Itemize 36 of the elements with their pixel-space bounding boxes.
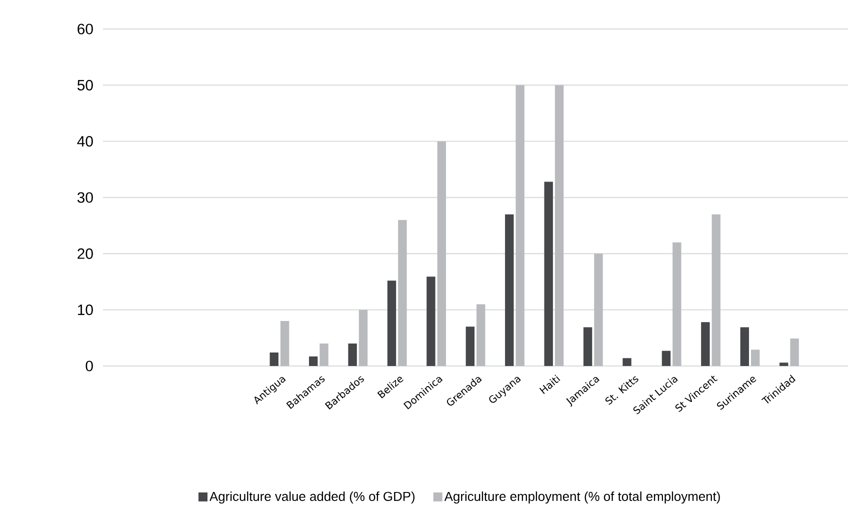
bar	[516, 85, 524, 366]
bar	[505, 214, 514, 366]
y-tick-label: 40	[77, 136, 93, 147]
bar	[398, 220, 407, 366]
bar	[583, 327, 592, 366]
y-tick-label: 60	[78, 24, 93, 34]
bar	[320, 344, 328, 366]
bar	[358, 310, 368, 366]
y-tick-label: 10	[78, 304, 93, 316]
bar	[712, 214, 720, 366]
bar	[662, 350, 671, 366]
bar	[554, 85, 564, 366]
bar	[701, 322, 710, 366]
bar	[750, 350, 760, 366]
bar	[740, 327, 749, 366]
bar	[622, 358, 632, 366]
bar	[387, 280, 396, 366]
bar	[270, 352, 278, 366]
y-tick-label: 50	[77, 80, 93, 90]
bar	[308, 356, 318, 366]
legend-label: Agriculture value added (% of GDP)	[210, 491, 415, 504]
bar	[466, 326, 475, 366]
bar	[426, 276, 436, 366]
y-tick-label: 30	[77, 192, 93, 203]
y-tick-label: 20	[78, 248, 93, 259]
bar	[476, 304, 486, 366]
bar	[544, 182, 553, 366]
bar	[594, 254, 603, 366]
bar	[672, 242, 682, 366]
y-tick-label: 0	[86, 360, 93, 372]
legend-label: Agriculture employment (% of total employment)	[444, 491, 720, 504]
bar	[437, 141, 446, 366]
bar	[348, 344, 357, 366]
bar	[280, 321, 290, 366]
bar	[790, 338, 799, 366]
bar	[779, 362, 788, 366]
